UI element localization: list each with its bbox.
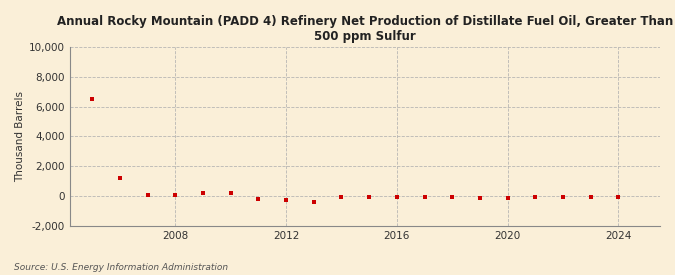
Y-axis label: Thousand Barrels: Thousand Barrels [15, 91, 25, 182]
Title: Annual Rocky Mountain (PADD 4) Refinery Net Production of Distillate Fuel Oil, G: Annual Rocky Mountain (PADD 4) Refinery … [57, 15, 673, 43]
Text: Source: U.S. Energy Information Administration: Source: U.S. Energy Information Administ… [14, 263, 227, 272]
